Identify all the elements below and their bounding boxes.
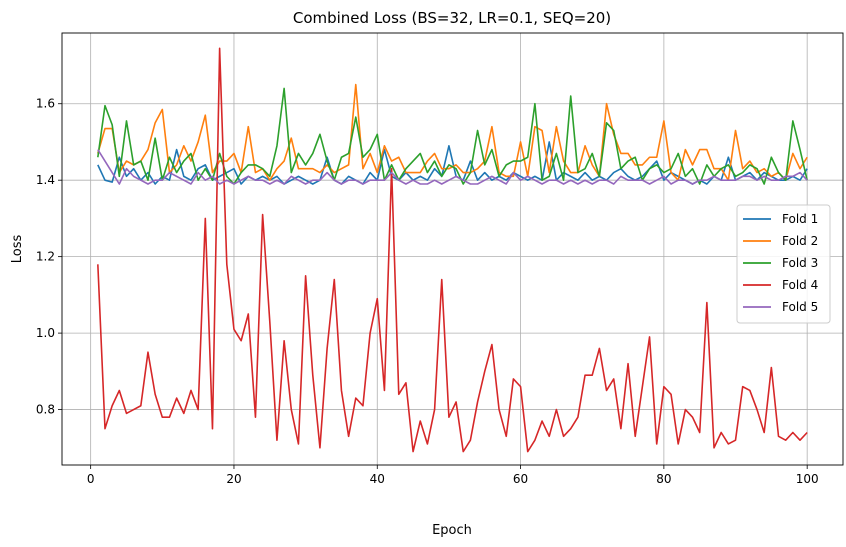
legend-label: Fold 3: [782, 256, 818, 270]
y-axis-label: Loss: [10, 235, 25, 264]
series-line-fold-5: [97, 149, 808, 185]
x-axis-label: Epoch: [432, 523, 472, 538]
y-tick-label: 1.4: [36, 173, 55, 187]
series-line-fold-3: [97, 87, 808, 185]
y-tick-label: 0.8: [36, 403, 55, 417]
legend: Fold 1 Fold 2 Fold 3 Fold 4 Fold 5: [736, 204, 831, 324]
legend-box: [736, 204, 831, 324]
x-tick-label: 20: [226, 472, 241, 486]
x-tick-label: 60: [513, 472, 528, 486]
chart-title: Combined Loss (BS=32, LR=0.1, SEQ=20): [293, 9, 611, 27]
x-tick-label: 0: [87, 472, 95, 486]
legend-label: Fold 2: [782, 234, 818, 248]
y-tick-label: 1.0: [36, 326, 55, 340]
y-tick-label: 1.6: [36, 97, 55, 111]
legend-label: Fold 1: [782, 212, 818, 226]
x-axis-ticks: 0 20 40 60 80 100: [87, 465, 819, 486]
x-tick-label: 80: [656, 472, 671, 486]
legend-label: Fold 4: [782, 278, 818, 292]
plot-frame: [61, 32, 844, 466]
legend-label: Fold 5: [782, 300, 818, 314]
y-axis-ticks: 0.8 1.0 1.2 1.4 1.6: [36, 97, 62, 417]
y-tick-label: 1.2: [36, 250, 55, 264]
series-line-fold-4: [97, 47, 808, 453]
x-tick-label: 40: [370, 472, 385, 486]
x-tick-label: 100: [796, 472, 819, 486]
data-series: [97, 47, 808, 453]
